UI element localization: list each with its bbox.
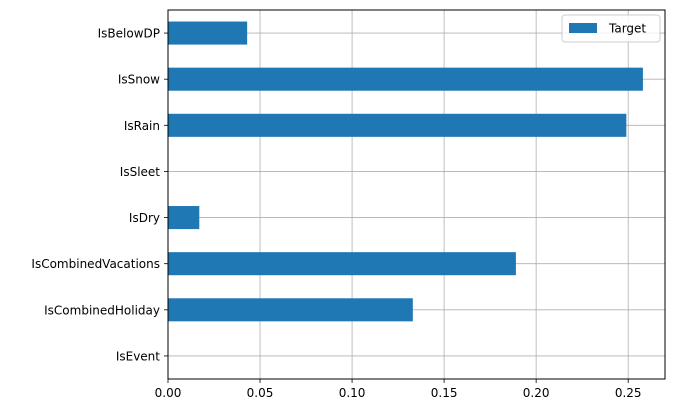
x-tick-label: 0.15 <box>431 386 458 400</box>
y-tick-label: IsRain <box>124 119 160 133</box>
x-tick-label: 0.20 <box>523 386 550 400</box>
bar-IsRain <box>168 113 627 137</box>
plot-frame <box>167 9 666 380</box>
x-tick-label: 0.00 <box>155 386 182 400</box>
legend-label: Target <box>608 22 646 36</box>
bar-IsSnow <box>168 67 643 91</box>
y-tick-label: IsSnow <box>118 73 160 87</box>
axes-frame <box>167 9 666 380</box>
x-tick-label: 0.25 <box>615 386 642 400</box>
y-axis: IsEvent IsCombinedHoliday IsCombinedVacati… <box>31 27 168 363</box>
bar-IsCombinedVacations <box>168 252 516 276</box>
bar-IsDry <box>168 206 200 230</box>
bar-IsBelowDP <box>168 21 248 45</box>
x-tick-label: 0.10 <box>339 386 366 400</box>
x-tick-label: 0.05 <box>247 386 274 400</box>
y-tick-label: IsCombinedVacations <box>31 257 160 271</box>
legend: Target <box>561 14 661 43</box>
x-axis: 0.00 0.05 0.10 0.15 0.20 0.25 <box>155 379 642 400</box>
y-tick-label: IsEvent <box>116 349 160 363</box>
grid <box>167 10 665 379</box>
y-tick-label: IsDry <box>129 211 160 225</box>
y-tick-label: IsBelowDP <box>98 27 160 41</box>
bars <box>168 21 643 322</box>
bar-IsCombinedHoliday <box>168 298 413 322</box>
y-tick-label: IsCombinedHoliday <box>44 303 160 317</box>
legend-swatch <box>569 23 597 33</box>
legend-box <box>561 14 661 43</box>
y-tick-label: IsSleet <box>120 165 161 179</box>
